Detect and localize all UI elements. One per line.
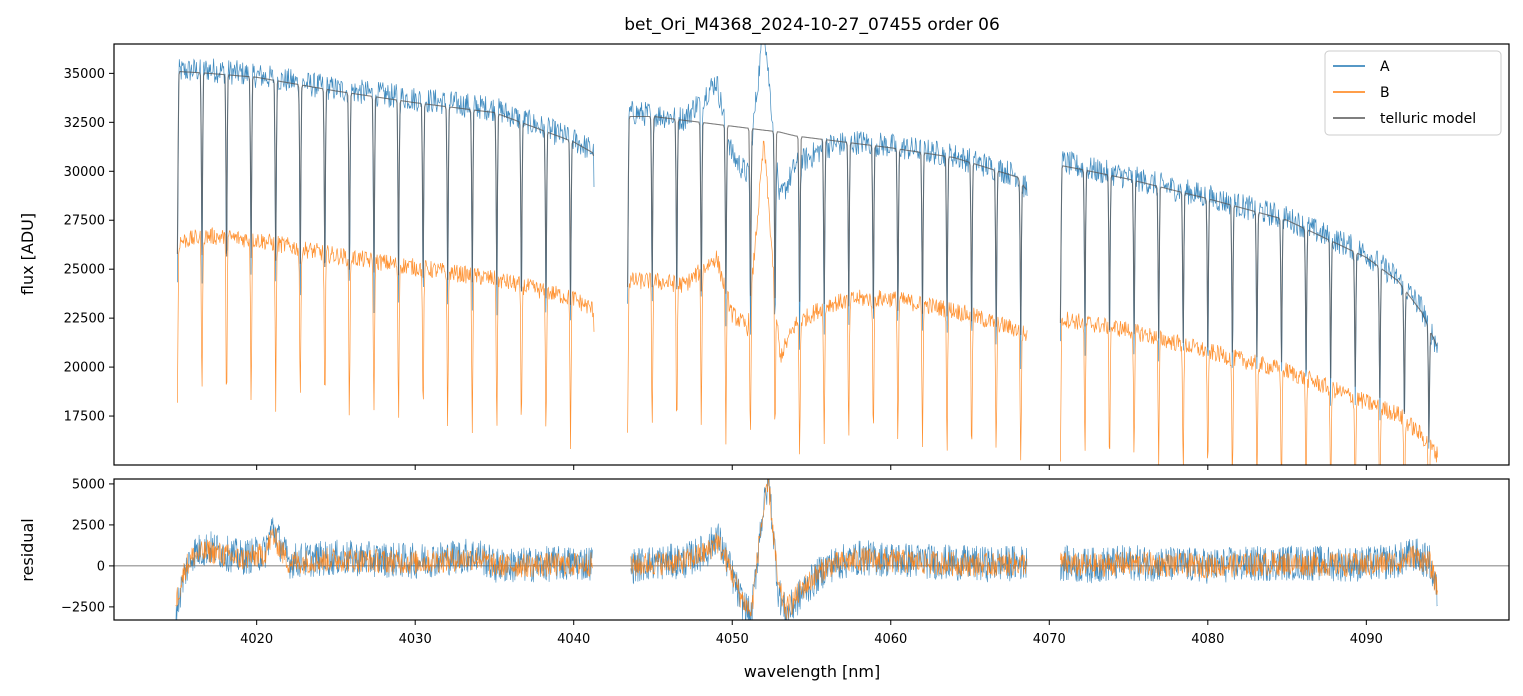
flux-y-tick-label: 35000: [64, 67, 105, 82]
x-tick-label: 4020: [240, 632, 273, 647]
flux-y-tick-label: 20000: [64, 361, 105, 376]
residual-line-b-segment-1: [175, 528, 593, 607]
flux-y-axis-label: flux [ADU]: [18, 213, 37, 295]
legend-box: [1324, 50, 1502, 136]
x-tick-label: 4050: [716, 632, 749, 647]
legend: A B telluric model: [1324, 50, 1502, 136]
residual-line-b-segment-2: [630, 479, 1028, 620]
flux-line-telluric-model-segment-3: [1059, 165, 1438, 443]
legend-label-a: A: [1380, 59, 1390, 75]
residual-y-tick-label: 0: [97, 559, 105, 574]
residual-x-ticks: 4020 4030 4040 4050 4060 4070 4080 4090: [240, 620, 1383, 647]
flux-series-group: [176, 44, 1439, 465]
residual-line-b-segment-3: [1060, 545, 1438, 595]
legend-label-telluric: telluric model: [1380, 111, 1476, 127]
x-tick-label: 4080: [1191, 632, 1224, 647]
residual-y-tick-label: 5000: [72, 477, 105, 492]
legend-label-b: B: [1380, 85, 1390, 101]
flux-line-b-segment-1: [177, 227, 595, 450]
residual-y-tick-label: 2500: [72, 518, 105, 533]
flux-line-telluric-model-segment-1: [176, 71, 595, 305]
flux-y-tick-label: 32500: [64, 116, 105, 131]
flux-y-tick-label: 30000: [64, 165, 105, 180]
flux-line-b-segment-2: [627, 140, 1028, 461]
flux-y-tick-label: 17500: [64, 410, 105, 425]
flux-y-tick-label: 27500: [64, 214, 105, 229]
flux-y-ticks: 17500 20000 22500 25000 27500 30000 32500 35000: [64, 67, 114, 425]
flux-line-a-segment-3: [1060, 150, 1439, 449]
chart-title: bet_Ori_M4368_2024-10-27_07455 order 06: [624, 15, 1000, 35]
flux-line-telluric-model-segment-2: [627, 115, 1027, 336]
x-tick-label: 4070: [1033, 632, 1066, 647]
x-tick-label: 4030: [399, 632, 432, 647]
flux-panel: 17500 20000 22500 25000 27500 30000 32500 35000…: [18, 43, 1510, 470]
flux-x-ticks: [256, 465, 1367, 470]
residual-y-tick-label: −2500: [61, 600, 105, 615]
flux-y-tick-label: 25000: [64, 263, 105, 278]
flux-y-tick-label: 22500: [64, 312, 105, 327]
residual-axes-frame: [113, 478, 1510, 621]
residual-series-group: [175, 479, 1438, 620]
flux-axes-frame: [113, 43, 1510, 466]
flux-line-a-segment-2: [627, 44, 1028, 370]
residual-y-axis-label: residual: [18, 518, 37, 581]
x-tick-label: 4040: [557, 632, 590, 647]
x-tick-label: 4060: [874, 632, 907, 647]
x-axis-label: wavelength [nm]: [744, 662, 881, 681]
flux-line-b-segment-3: [1060, 311, 1439, 465]
flux-line-a-segment-1: [177, 58, 595, 321]
x-tick-label: 4090: [1350, 632, 1383, 647]
residual-line-a-segment-1: [175, 517, 593, 620]
residual-y-ticks: −2500 0 2500 5000: [61, 477, 114, 615]
